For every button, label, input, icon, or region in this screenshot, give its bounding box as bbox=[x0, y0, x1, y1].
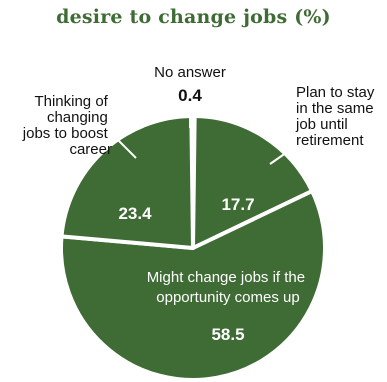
leader-thinking bbox=[117, 139, 137, 159]
label-stay: Plan to stay in the same job until retir… bbox=[295, 84, 379, 149]
label-no-answer: No answer bbox=[154, 64, 226, 81]
label-might-line-2: opportunity comes up bbox=[156, 289, 299, 306]
leader-lines bbox=[117, 108, 294, 165]
label-stay-line-3: job until bbox=[295, 116, 348, 133]
slice-might bbox=[59, 189, 327, 382]
label-stay-line-1: Plan to stay bbox=[296, 84, 375, 101]
label-might: Might change jobs if the opportunity com… bbox=[147, 269, 310, 306]
slice-stay bbox=[191, 114, 315, 250]
label-might-line-1: Might change jobs if the bbox=[147, 269, 305, 286]
chart-title: desire to change jobs (%) bbox=[56, 6, 331, 28]
value-stay: 17.7 bbox=[221, 195, 254, 214]
leader-stay bbox=[269, 147, 294, 165]
label-stay-line-4: retirement bbox=[296, 132, 364, 149]
pie-slices bbox=[59, 113, 327, 382]
label-stay-line-2: in the same bbox=[296, 100, 374, 117]
value-might: 58.5 bbox=[211, 325, 244, 344]
label-thinking-line-1: Thinking of bbox=[34, 93, 108, 110]
label-thinking-line-4: career bbox=[69, 141, 112, 158]
value-no-answer: 0.4 bbox=[178, 86, 202, 105]
label-thinking-line-2: changing bbox=[47, 109, 108, 126]
slice-thinking bbox=[59, 114, 195, 250]
value-thinking: 23.4 bbox=[118, 204, 152, 223]
label-no-answer-line-1: No answer bbox=[154, 64, 226, 81]
label-thinking-line-3: jobs to boost bbox=[22, 125, 109, 142]
label-thinking: Thinking of changing jobs to boost caree… bbox=[22, 93, 112, 158]
